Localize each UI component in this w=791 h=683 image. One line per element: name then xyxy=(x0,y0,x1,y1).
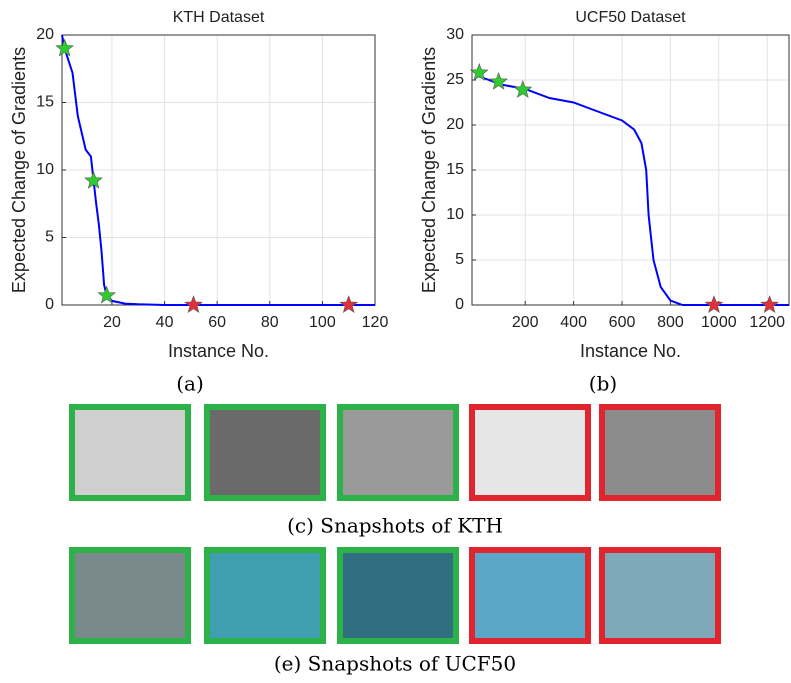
chart-title: KTH Dataset xyxy=(173,9,265,26)
star-marker xyxy=(97,285,117,304)
chart-title: UCF50 Dataset xyxy=(575,9,686,26)
kth-snapshots xyxy=(69,404,721,501)
caption: (e) Snapshots of UCF50 xyxy=(274,652,516,676)
y-axis-label: Expected Change of Gradients xyxy=(9,47,29,293)
x-tick-label: 1000 xyxy=(701,314,737,331)
y-tick-label: 20 xyxy=(446,116,464,133)
x-tick-label: 1200 xyxy=(749,314,785,331)
star-marker xyxy=(84,170,103,189)
ucf-snapshots xyxy=(69,547,721,644)
y-tick-label: 15 xyxy=(446,161,464,178)
caption: (c) Snapshots of KTH xyxy=(287,514,503,538)
star-marker xyxy=(339,295,359,313)
subcaption: (a) xyxy=(176,372,204,396)
star-marker xyxy=(760,295,780,313)
y-tick-label: 10 xyxy=(36,161,54,178)
x-tick-label: 200 xyxy=(512,314,539,331)
x-tick-label: 80 xyxy=(261,314,279,331)
y-tick-label: 5 xyxy=(45,229,54,246)
x-tick-label: 20 xyxy=(103,314,121,331)
x-axis-label: Instance No. xyxy=(168,341,269,361)
y-tick-label: 10 xyxy=(446,206,464,223)
x-axis-label: Instance No. xyxy=(580,341,681,361)
y-tick-label: 0 xyxy=(455,296,464,313)
star-marker xyxy=(513,80,533,98)
y-tick-label: 15 xyxy=(36,94,54,111)
x-tick-label: 400 xyxy=(560,314,587,331)
data-line xyxy=(61,34,375,306)
y-tick-label: 0 xyxy=(45,296,54,313)
y-tick-label: 30 xyxy=(446,26,464,43)
star-marker xyxy=(55,38,75,57)
star-marker xyxy=(704,295,724,313)
x-tick-label: 120 xyxy=(362,314,389,331)
y-axis-label: Expected Change of Gradients xyxy=(419,47,439,293)
star-marker xyxy=(469,62,489,81)
star-marker xyxy=(184,295,203,313)
x-tick-label: 600 xyxy=(609,314,636,331)
y-tick-label: 5 xyxy=(455,251,464,268)
x-tick-label: 100 xyxy=(309,314,336,331)
star-marker xyxy=(489,71,509,90)
subcaption: (b) xyxy=(589,372,617,396)
x-tick-label: 60 xyxy=(208,314,226,331)
data-line xyxy=(476,74,789,306)
y-tick-label: 25 xyxy=(446,71,464,88)
y-tick-label: 20 xyxy=(36,26,54,43)
x-tick-label: 800 xyxy=(657,314,684,331)
x-tick-label: 40 xyxy=(156,314,174,331)
